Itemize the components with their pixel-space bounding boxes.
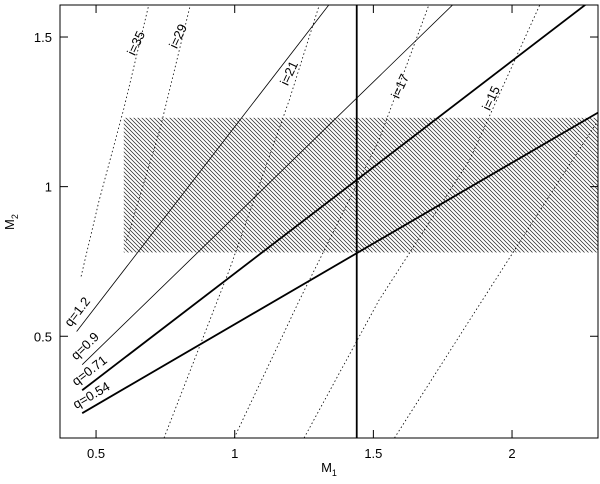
- x-axis-label: M1: [321, 460, 337, 478]
- inclination-label: i=35: [124, 29, 148, 58]
- y-tick-label: 1: [45, 180, 52, 195]
- plot-area: [76, 5, 598, 438]
- inclination-label: i=29: [166, 22, 190, 51]
- y-label-main: M: [2, 219, 17, 230]
- mass-ratio-line: [81, 111, 598, 414]
- x-tick-label: 1.5: [364, 446, 382, 461]
- inclination-label: i=17: [388, 72, 412, 101]
- inclination-label: i=21: [277, 59, 301, 88]
- mass-ratio-line: [81, 5, 454, 365]
- y-label-sub: 2: [10, 214, 20, 219]
- y-tick-label: 1.5: [34, 30, 52, 45]
- inclination-curve: [126, 5, 191, 241]
- mass-ratio-line: [81, 5, 587, 391]
- y-tick-label: 0.5: [34, 329, 52, 344]
- mass-ratio-label: q=1.2: [61, 294, 93, 329]
- inclination-label: i=15: [479, 84, 503, 113]
- hatched-region: [123, 117, 598, 253]
- inclination-curve: [80, 5, 150, 277]
- y-axis-label: M2: [2, 214, 20, 230]
- inclination-curve: [233, 5, 430, 438]
- inclination-curve: [394, 120, 598, 438]
- inclination-curve: [303, 5, 541, 438]
- x-tick-label: 1: [231, 446, 238, 461]
- frame: [59, 4, 599, 439]
- x-label-main: M: [321, 460, 332, 475]
- x-label-sub: 1: [332, 468, 337, 478]
- mass-ratio-line: [76, 5, 330, 332]
- x-tick-label: 0.5: [87, 446, 105, 461]
- x-tick-label: 2: [508, 446, 515, 461]
